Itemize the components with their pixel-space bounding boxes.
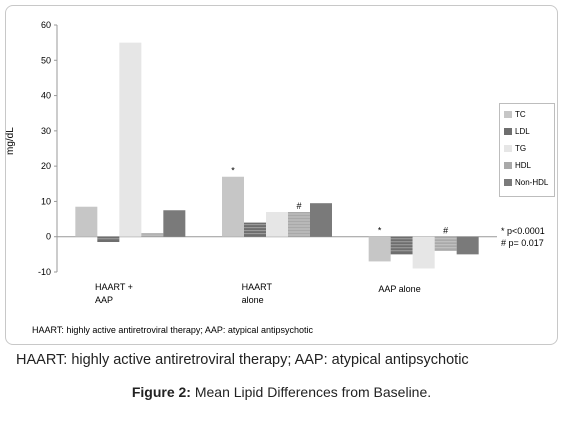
legend-label: HDL [515,161,532,170]
significance-note: * p<0.0001 [501,226,545,236]
category-label-line: AAP alone [378,284,421,294]
legend-item: Non-HDL [504,178,548,187]
significance-marker: * [378,226,382,236]
bar-ldl [244,222,266,237]
bar-hdl [141,233,164,237]
abbreviation-caption: HAART: highly active antiretroviral ther… [16,352,469,368]
bar-hdl [434,236,457,251]
significance-marker: # [443,226,448,236]
chart-frame [5,5,558,345]
annotations: * # * # [231,166,448,236]
category-label: HAART alone [242,281,272,307]
bar-tg [266,212,288,237]
significance-note: # p= 0.017 [501,238,544,248]
bar-non-hdl [310,203,332,237]
category-label: AAP alone [378,283,420,296]
significance-marker: # [296,201,301,211]
bar-tg [119,42,142,237]
bar-tc [75,206,98,237]
legend-label: LDL [515,127,530,136]
significance-marker: * [231,166,235,176]
legend-label: TG [515,144,527,153]
y-tick-label: 30 [41,126,51,136]
legend: TC LDL TG HDL Non-HDL [499,103,555,197]
bar-chart: -10 0 10 20 30 40 50 60 * # * # [38,20,497,277]
category-label-line: HAART + [95,282,133,292]
bar-ldl [97,236,120,243]
category-label: HAART + AAP [95,281,133,307]
bar-hdl [288,212,310,237]
y-axis-label: mg/dL [5,127,16,155]
bar-ldl [390,236,413,255]
legend-item: HDL [504,161,531,170]
bars [75,42,479,269]
category-label-line: HAART [241,282,272,292]
y-tick-label: -10 [38,267,51,277]
figure-caption: Figure 2: Mean Lipid Differences from Ba… [0,384,563,400]
bar-tc [222,176,244,237]
bar-tc [368,236,391,262]
legend-item: LDL [504,127,530,136]
legend-item: TG [504,144,526,153]
y-tick-label: 40 [41,91,51,101]
legend-label: Non-HDL [515,178,549,187]
y-tick-label: 50 [41,55,51,65]
y-tick-label: 20 [41,161,51,171]
legend-swatch [504,145,512,152]
y-tick-label: 60 [41,20,51,30]
figure-label: Figure 2: [131,384,191,400]
legend-swatch [504,162,512,169]
category-label-line: alone [241,295,264,305]
chart-footnote: HAART: highly active antiretroviral ther… [32,325,313,335]
legend-label: TC [515,110,526,119]
legend-swatch [504,111,512,118]
category-label-line: AAP [95,295,114,305]
figure-title: Mean Lipid Differences from Baseline. [190,384,432,400]
legend-item: TC [504,110,526,119]
legend-swatch [504,128,512,135]
y-tick-label: 10 [41,196,51,206]
legend-swatch [504,179,512,186]
y-tick-label: 0 [46,232,51,242]
bar-tg [412,236,435,269]
bar-non-hdl [163,210,186,237]
bar-non-hdl [456,236,479,255]
